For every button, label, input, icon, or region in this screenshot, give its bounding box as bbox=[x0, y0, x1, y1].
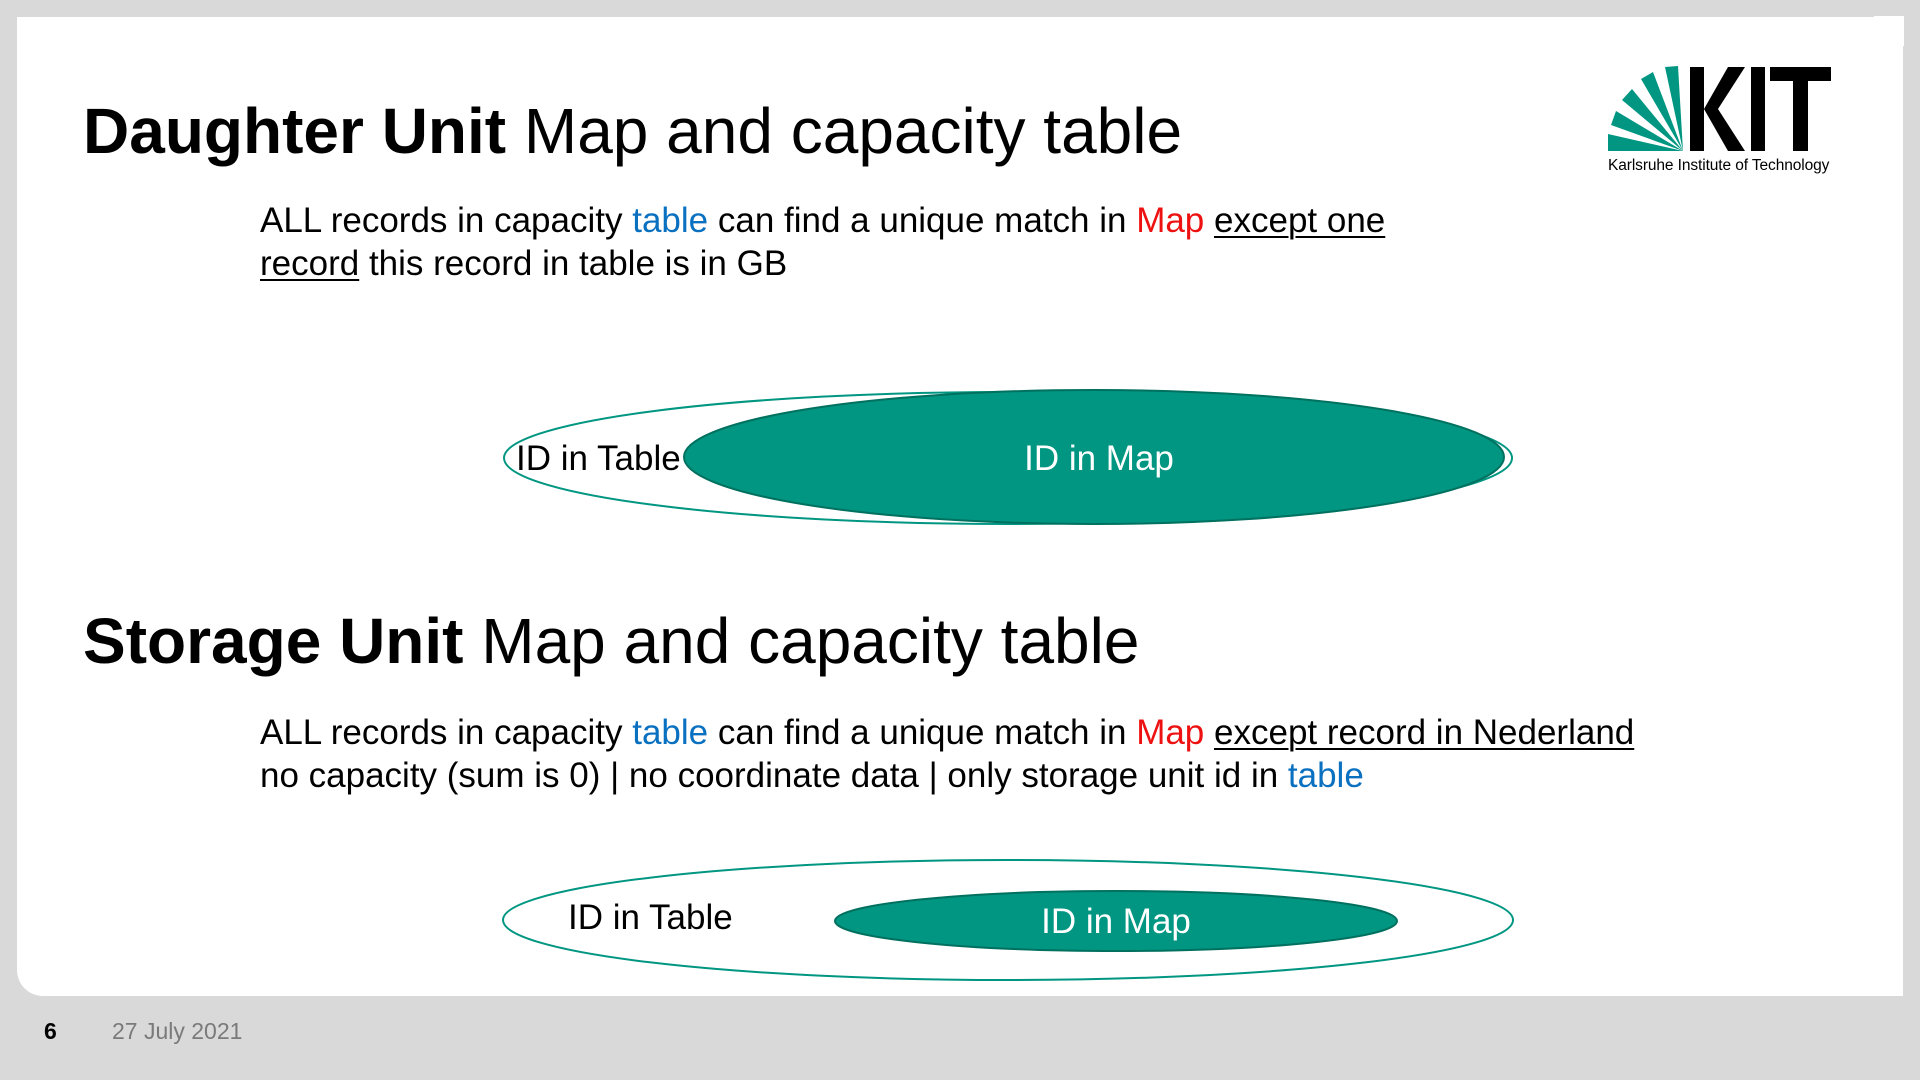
description-line-1: ALL records in capacity table can find a… bbox=[260, 199, 1385, 242]
outer-label: ID in Table bbox=[568, 898, 733, 937]
title-bold-part: Storage Unit bbox=[83, 605, 464, 677]
outer-ellipse-id-in-table bbox=[503, 391, 1513, 525]
inner-label: ID in Map bbox=[1024, 439, 1174, 478]
text-run: no capacity (sum is 0) | no coordinate d… bbox=[260, 756, 1288, 795]
map-highlight: Map bbox=[1136, 713, 1205, 752]
map-highlight: Map bbox=[1136, 201, 1205, 240]
description-line-2: record this record in table is in GB bbox=[260, 242, 1385, 285]
inner-ellipse-id-in-map bbox=[683, 389, 1505, 525]
storage-unit-description: ALL records in capacity table can find a… bbox=[260, 711, 1634, 797]
text-run: this record in table is in GB bbox=[359, 244, 788, 283]
slide-title-daughter-unit: Daughter Unit Map and capacity table bbox=[83, 99, 1182, 163]
inner-ellipse-id-in-map bbox=[834, 890, 1398, 952]
text-run: can find a unique match in bbox=[708, 713, 1137, 752]
kit-logo: Karlsruhe Institute of Technology bbox=[1608, 51, 1838, 174]
table-highlight: table bbox=[632, 201, 709, 240]
text-run: ALL records in capacity bbox=[260, 713, 633, 752]
diagram-daughter-unit: ID in Table ID in Map bbox=[503, 389, 1513, 525]
title-rest-part: Map and capacity table bbox=[463, 605, 1140, 677]
daughter-unit-description: ALL records in capacity table can find a… bbox=[260, 199, 1385, 285]
outer-ellipse-id-in-table bbox=[502, 859, 1514, 981]
text-run bbox=[1204, 201, 1214, 240]
underlined-text: except record in Nederland bbox=[1214, 713, 1635, 752]
footer-date: 27 July 2021 bbox=[112, 1018, 243, 1044]
title-bold-part: Daughter Unit bbox=[83, 95, 507, 167]
description-line-1: ALL records in capacity table can find a… bbox=[260, 711, 1634, 754]
slide: Daughter Unit Map and capacity table bbox=[17, 16, 1904, 996]
title-rest-part: Map and capacity table bbox=[506, 95, 1183, 167]
description-line-2: no capacity (sum is 0) | no coordinate d… bbox=[260, 754, 1634, 797]
table-highlight: table bbox=[632, 713, 709, 752]
table-highlight: table bbox=[1287, 756, 1364, 795]
underlined-text: record bbox=[260, 244, 360, 283]
underlined-text: except one bbox=[1214, 201, 1386, 240]
text-run: can find a unique match in bbox=[708, 201, 1137, 240]
slide-title-storage-unit: Storage Unit Map and capacity table bbox=[83, 609, 1139, 673]
outer-label: ID in Table bbox=[516, 439, 681, 478]
kit-logo-graphic bbox=[1608, 66, 1831, 151]
logo-caption: Karlsruhe Institute of Technology bbox=[1608, 157, 1830, 174]
inner-label: ID in Map bbox=[1041, 902, 1191, 941]
text-run: ALL records in capacity bbox=[260, 201, 633, 240]
text-run bbox=[1204, 713, 1214, 752]
page-number: 6 bbox=[44, 1018, 57, 1044]
diagram-storage-unit: ID in Table ID in Map bbox=[502, 859, 1514, 981]
